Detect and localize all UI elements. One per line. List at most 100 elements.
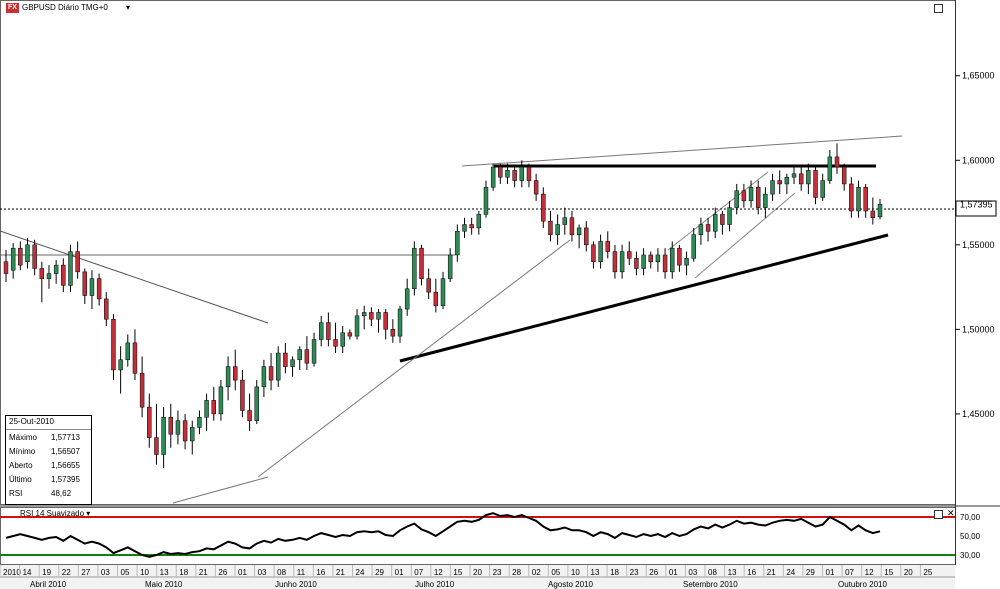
candle xyxy=(190,420,195,455)
candle-body xyxy=(834,156,840,168)
candle-body xyxy=(369,312,374,320)
candle-body xyxy=(820,180,825,198)
info-value: 1,56507 xyxy=(51,446,80,456)
candle-body xyxy=(190,427,195,442)
candle-body xyxy=(605,241,610,252)
candle xyxy=(347,329,353,340)
candle-body xyxy=(3,261,9,274)
candle xyxy=(53,260,59,284)
date-tick-label: 18 xyxy=(179,568,188,577)
candlesticks xyxy=(3,143,883,469)
candle xyxy=(240,369,245,418)
candle-body xyxy=(498,166,503,178)
date-tick-label: 12 xyxy=(865,568,874,577)
candle xyxy=(204,393,209,431)
candle-body xyxy=(89,278,95,296)
candle-body xyxy=(311,339,317,364)
candle-body xyxy=(175,420,181,435)
candle-body xyxy=(318,322,324,340)
candle xyxy=(354,309,360,340)
candle-body xyxy=(734,190,739,208)
date-tick-label: 13 xyxy=(591,568,600,577)
candle xyxy=(791,167,797,184)
candle-body xyxy=(132,342,138,374)
candle-body xyxy=(433,291,439,306)
candle xyxy=(841,163,847,191)
maximize-icon[interactable] xyxy=(934,4,943,13)
candle-body xyxy=(61,264,66,286)
candle-body xyxy=(627,251,632,259)
candle-body xyxy=(233,366,238,381)
candle xyxy=(233,349,238,391)
date-tick-label: 07 xyxy=(414,568,423,577)
candle-body xyxy=(562,217,568,225)
date-tick-label: 21 xyxy=(767,568,776,577)
candle-body xyxy=(225,366,231,388)
candle-body xyxy=(455,231,460,256)
data-window: 25-Out-2010 Máximo 1,57713 Mínimo 1,56507 … xyxy=(5,415,92,505)
rising-channel-line-2 xyxy=(694,192,796,279)
date-tick-label: 03 xyxy=(258,568,267,577)
candle-body xyxy=(677,247,682,266)
info-date: 25-Out-2010 xyxy=(6,416,91,430)
candle-body xyxy=(462,224,467,232)
date-tick-label: 14 xyxy=(23,568,32,577)
month-label: Outubro 2010 xyxy=(838,580,887,589)
candle-body xyxy=(533,180,539,195)
info-value: 48,62 xyxy=(51,488,72,498)
date-tick-label: 11 xyxy=(297,568,306,577)
candle xyxy=(684,251,689,276)
candle xyxy=(526,163,532,188)
candle xyxy=(755,180,761,215)
candle xyxy=(225,356,231,401)
candle xyxy=(426,268,431,299)
candle xyxy=(662,248,668,279)
candle xyxy=(469,217,474,235)
info-label: Mínimo xyxy=(9,446,36,456)
month-label: Julho 2010 xyxy=(415,580,455,589)
candle xyxy=(555,214,560,245)
rsi-panel-title[interactable]: RSI 14 Suavizado ▾ xyxy=(20,509,91,518)
candle xyxy=(68,244,73,293)
price-tick-label: 1,55000 xyxy=(962,240,995,250)
candle xyxy=(96,273,102,306)
candle xyxy=(369,307,374,326)
candle xyxy=(741,183,747,208)
date-tick-label: 26 xyxy=(649,568,658,577)
candle-body xyxy=(419,247,424,279)
candle-body xyxy=(841,166,847,185)
rsi-close-icon[interactable]: ✕ xyxy=(947,508,955,518)
candle-body xyxy=(591,244,596,262)
candle-body xyxy=(39,268,45,279)
candle-body xyxy=(813,170,818,198)
chevron-down-icon[interactable]: ▾ xyxy=(126,3,131,12)
candle-body xyxy=(490,166,496,188)
candle-body xyxy=(541,193,546,222)
candle-body xyxy=(254,386,259,421)
candle xyxy=(182,413,188,450)
candle xyxy=(849,177,854,218)
candle xyxy=(619,244,625,279)
candle xyxy=(25,238,30,269)
candle xyxy=(111,314,116,381)
date-tick-label: 16 xyxy=(747,568,756,577)
info-row-close: Último 1,57395 xyxy=(6,472,91,486)
trendlines xyxy=(0,135,955,504)
downtrend-line xyxy=(0,230,269,324)
candle xyxy=(297,346,302,370)
chevron-down-icon[interactable]: ▾ xyxy=(86,509,91,518)
candle xyxy=(440,271,446,310)
date-tick-label: 01 xyxy=(669,568,678,577)
candle xyxy=(383,309,388,340)
candle xyxy=(806,163,811,195)
candle xyxy=(519,160,525,188)
candle xyxy=(447,248,453,283)
rsi-maximize-icon[interactable] xyxy=(934,510,943,519)
candle xyxy=(598,234,603,269)
candle-body xyxy=(777,180,782,185)
date-tick-label: 01 xyxy=(238,568,247,577)
candle xyxy=(877,198,883,220)
candle xyxy=(856,180,861,218)
date-tick-label: 02 xyxy=(532,568,541,577)
